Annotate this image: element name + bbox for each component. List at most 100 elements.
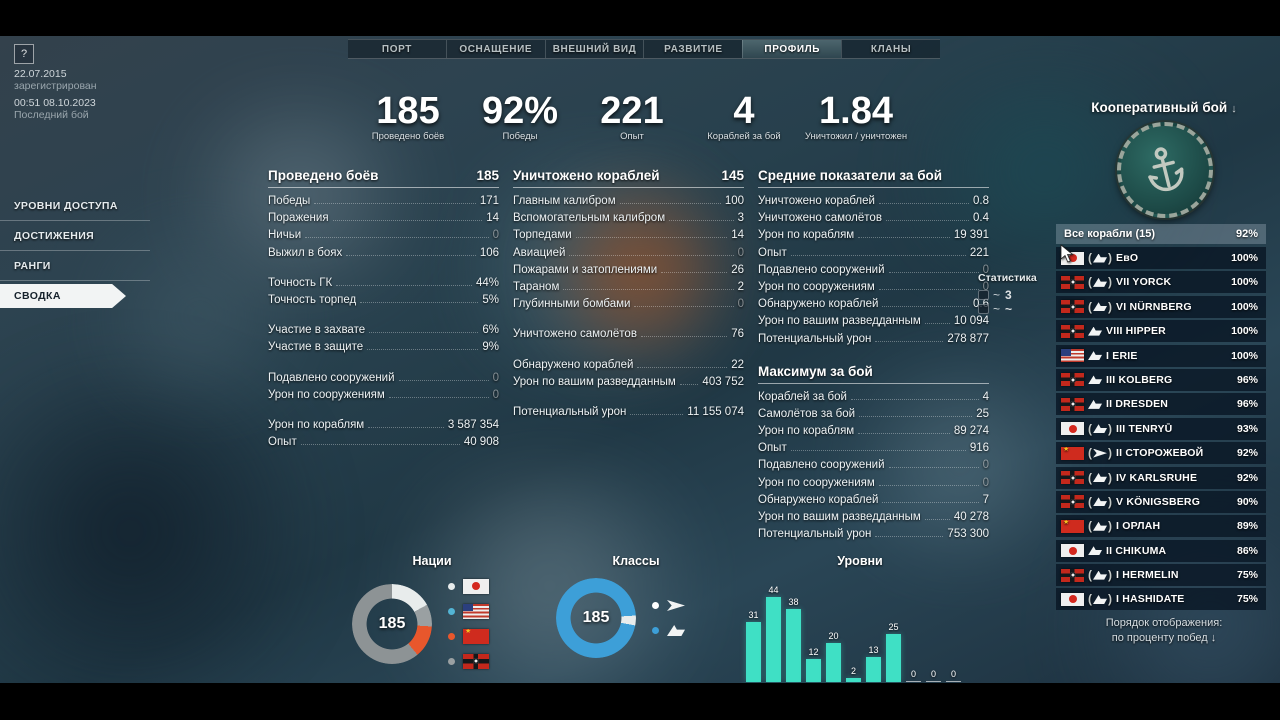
tier-bar-VII: 13 xyxy=(866,645,881,682)
background-cloud xyxy=(70,226,330,406)
dotted-leader xyxy=(679,383,699,385)
stat-label: Тараном xyxy=(513,280,560,293)
sidebar-item-достижения[interactable]: ДОСТИЖЕНИЯ xyxy=(0,221,150,251)
tooltip-rows: ~3 ~ ~ xyxy=(978,288,1052,316)
ship-row[interactable]: IV KARLSRUHE 92% xyxy=(1056,466,1266,489)
profile-screen: ? 22.07.2015 зарегистрирован 00:51 08.10… xyxy=(0,36,1280,683)
tab-внешний вид[interactable]: ВНЕШНИЙ ВИД xyxy=(544,40,644,58)
ship-row[interactable]: I ERIE 100% xyxy=(1056,344,1266,367)
germany-flag-icon xyxy=(1061,324,1084,338)
summary-stat: 221 Опыт xyxy=(576,91,688,142)
help-button[interactable]: ? xyxy=(14,44,34,64)
bar-value-label: 0 xyxy=(950,669,956,679)
sidebar-item-ранги[interactable]: РАНГИ xyxy=(0,251,150,281)
dotted-leader xyxy=(669,220,734,222)
stat-section: Максимум за бой Кораблей за бой 4 Самолётов… xyxy=(758,364,989,546)
ussr-flag-icon xyxy=(463,628,489,644)
legend-dot xyxy=(652,627,659,634)
ship-row[interactable]: I HERMELIN 75% xyxy=(1056,564,1266,587)
tab-кланы[interactable]: КЛАНЫ xyxy=(841,40,940,58)
ship-row[interactable]: V KÖNIGSBERG 90% xyxy=(1056,490,1266,513)
dotted-leader xyxy=(637,366,728,368)
ship-winrate: 92% xyxy=(1236,471,1258,484)
cruiser-glyph xyxy=(1093,594,1107,604)
stat-label: Участие в захвате xyxy=(268,324,366,337)
sidebar-item-label: УРОВНИ ДОСТУПА xyxy=(14,199,118,212)
stat-row: Урон по вашим разведданным 403 752 xyxy=(513,376,744,393)
statistics-tooltip: Статистика ~3 ~ ~ xyxy=(978,272,1052,316)
ship-name: II СТОРОЖЕВОЙ xyxy=(1116,447,1204,460)
ship-row[interactable]: III TENRYŪ 93% xyxy=(1056,417,1266,440)
stat-section: Средние показатели за бой Уничтожено кора… xyxy=(758,168,989,350)
ship-row[interactable]: VII YORCK 100% xyxy=(1056,271,1266,294)
stat-group: Уничтожено самолётов 76 xyxy=(513,328,744,345)
summary-stat-label: Кораблей за бой xyxy=(707,131,781,142)
dotted-leader xyxy=(388,396,489,398)
ship-row[interactable]: II СТОРОЖЕВОЙ 92% xyxy=(1056,442,1266,465)
ship-row[interactable]: II CHIKUMA 86% xyxy=(1056,539,1266,562)
stat-row: Поражения 14 xyxy=(268,212,499,229)
elite-cruiser-icon xyxy=(1088,519,1112,533)
ship-name: V KÖNIGSBERG xyxy=(1116,495,1201,508)
elite-cruiser-icon xyxy=(1088,275,1112,289)
stat-label: Глубинными бомбами xyxy=(513,298,631,311)
germany-flag-icon xyxy=(1061,373,1084,387)
stat-value: 100 xyxy=(724,195,744,207)
bar xyxy=(886,634,901,682)
cruiser-icon xyxy=(1088,375,1102,385)
sidebar-item-label: РАНГИ xyxy=(14,259,51,272)
ship-row[interactable]: VI NÜRNBERG 100% xyxy=(1056,295,1266,318)
stat-section-title: Максимум за бой xyxy=(758,363,873,379)
stat-label: Участие в защите xyxy=(268,341,364,354)
cruiser-glyph xyxy=(1093,473,1107,483)
tab-развитие[interactable]: РАЗВИТИЕ xyxy=(643,40,742,58)
ship-row[interactable]: I ОРЛАН 89% xyxy=(1056,515,1266,538)
stat-label: Урон по сооружениям xyxy=(268,388,385,401)
nations-total: 185 xyxy=(378,614,406,632)
cruiser-glyph xyxy=(1093,570,1107,580)
sidebar-item-сводка[interactable]: СВОДКА xyxy=(0,281,150,311)
ship-row[interactable]: III KOLBERG 96% xyxy=(1056,368,1266,391)
nations-legend xyxy=(448,578,489,669)
stat-group: Обнаружено кораблей 22 Урон по вашим разве… xyxy=(513,359,744,393)
ship-list-header[interactable]: Все корабли (15) 92% xyxy=(1056,224,1266,244)
summary-stat-value: 1.84 xyxy=(819,90,893,132)
sort-order-note[interactable]: Порядок отображения: по проценту побед ↓ xyxy=(1064,616,1264,646)
dotted-leader xyxy=(367,349,479,351)
battle-mode-label: Кооперативный бой xyxy=(1091,100,1228,115)
stat-row: Урон по вашим разведданным 10 094 xyxy=(758,315,989,332)
summary-stat: 185 Проведено боёв xyxy=(352,91,464,142)
usa-flag-icon xyxy=(1061,349,1084,363)
dotted-leader xyxy=(305,237,489,239)
cruiser-glyph xyxy=(1088,546,1102,556)
tab-профиль[interactable]: ПРОФИЛЬ xyxy=(742,40,842,58)
stat-value: 916 xyxy=(969,442,989,455)
ship-row[interactable]: II DRESDEN 96% xyxy=(1056,393,1266,416)
nations-title: Нации xyxy=(412,554,452,568)
dotted-leader xyxy=(858,433,950,435)
stat-row: Урон по сооружениям 0 xyxy=(268,389,499,406)
classes-donut-ring xyxy=(556,578,636,658)
battle-mode-selector[interactable]: Кооперативный бой ↓ xyxy=(1064,100,1264,115)
stat-row: Глубинными бомбами 0 xyxy=(513,298,744,315)
summary-stat: 1.84 Уничтожил / уничтожен xyxy=(800,91,912,142)
stat-row: Торпедами 14 xyxy=(513,229,744,246)
stat-value: 0 xyxy=(737,298,744,311)
dotted-leader xyxy=(619,203,721,204)
legend-item-cruiser xyxy=(652,623,685,639)
stat-value: 14 xyxy=(731,229,744,242)
tab-оснащение[interactable]: ОСНАЩЕНИЕ xyxy=(445,40,545,58)
sidebar-item-уровни-доступа[interactable]: УРОВНИ ДОСТУПА xyxy=(0,191,150,221)
stat-row: Потенциальный урон 11 155 074 xyxy=(513,406,744,423)
ship-row[interactable]: VIII HIPPER 100% xyxy=(1056,320,1266,343)
stat-value: 0 xyxy=(492,229,499,242)
bar xyxy=(866,657,881,682)
tab-порт[interactable]: ПОРТ xyxy=(381,43,412,55)
legend-dot xyxy=(652,602,659,609)
ship-row[interactable]: ЕвО 100% xyxy=(1056,247,1266,269)
stat-row: Уничтожено самолётов 0.4 xyxy=(758,212,989,229)
stat-group: Главным калибром 100 Вспомогательным калиб… xyxy=(513,195,744,315)
ship-row[interactable]: I HASHIDATE 75% xyxy=(1056,588,1266,611)
germany-flag-icon xyxy=(1061,495,1084,509)
